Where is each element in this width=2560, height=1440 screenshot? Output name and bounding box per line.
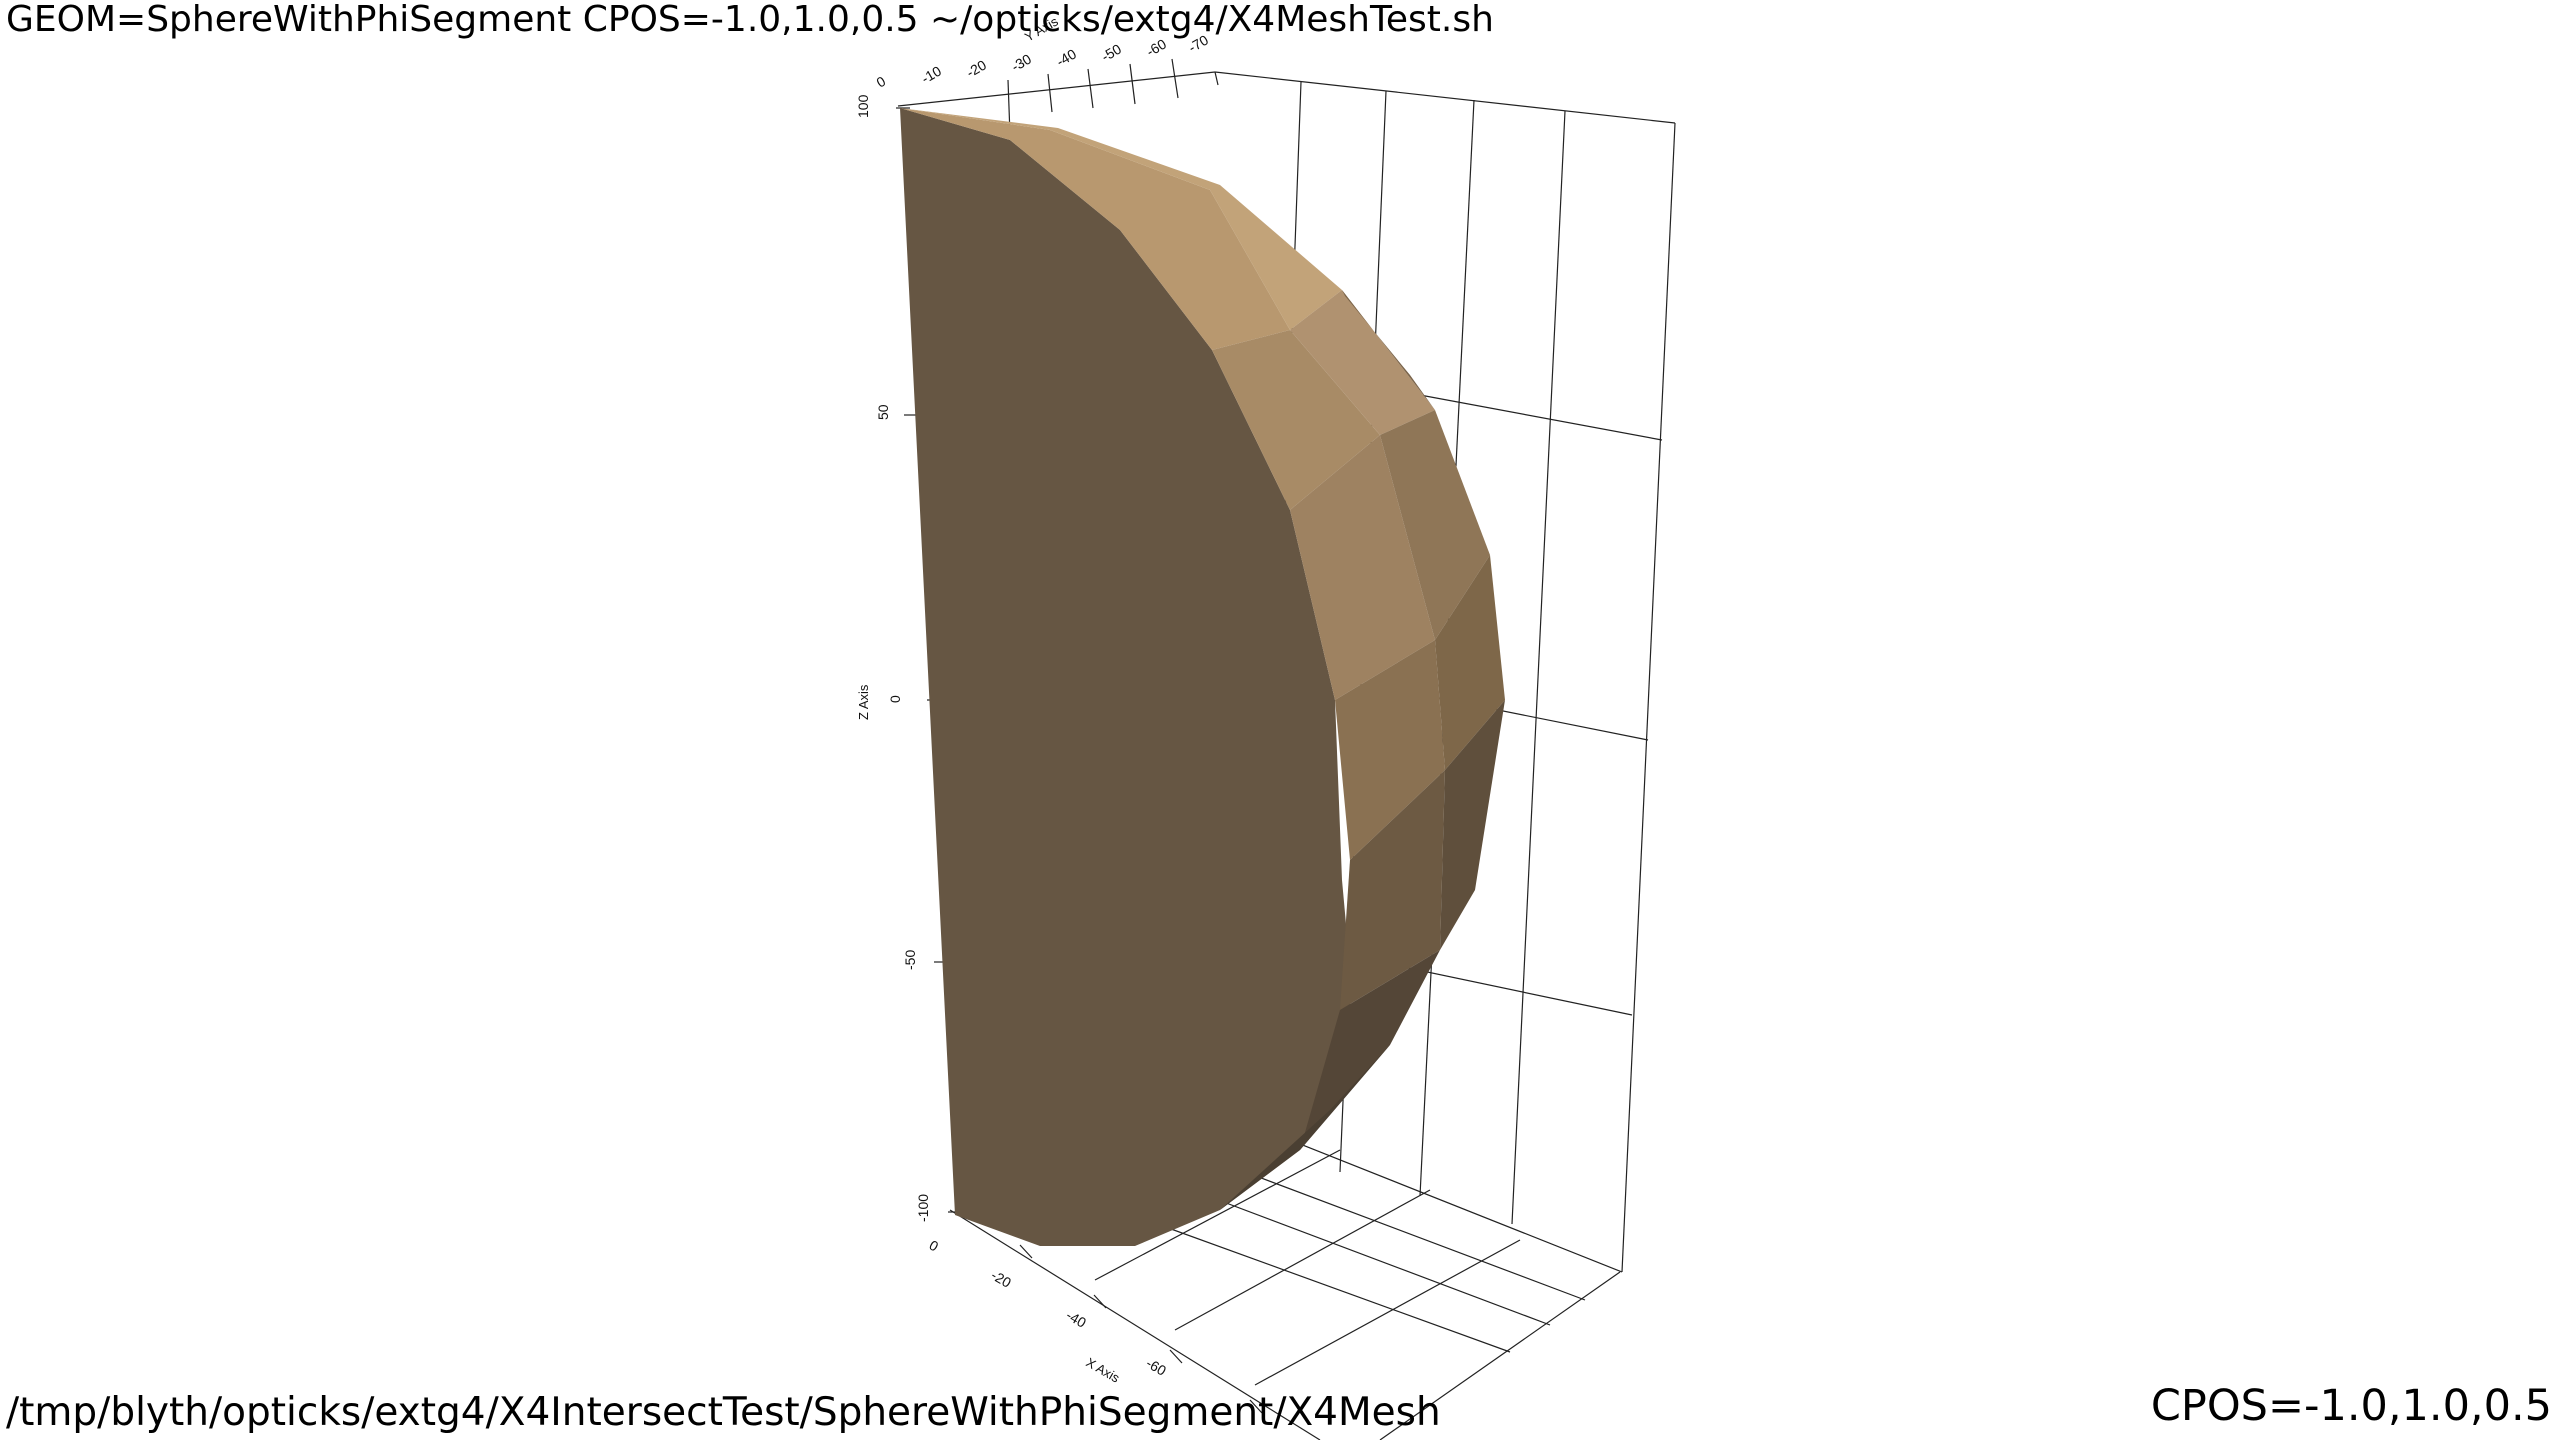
- z-tick-label: 0: [887, 695, 903, 703]
- z-tick-label: -100: [915, 1194, 931, 1222]
- mesh-panel: [1212, 330, 1380, 510]
- mesh-panel: [1440, 700, 1505, 950]
- mesh-panel: [900, 108, 1342, 330]
- x-tick-label: 0: [927, 1237, 942, 1255]
- x-axis-labels: 0 -20 -40 -60 X Axis: [927, 1237, 1170, 1386]
- z-tick-label: 100: [855, 94, 871, 118]
- mesh-panel: [1290, 435, 1435, 700]
- y-tick-label: -40: [1054, 46, 1080, 70]
- mesh-panel: [900, 108, 1290, 350]
- mesh-panel: [1380, 410, 1490, 640]
- x-tick-label: -20: [989, 1267, 1015, 1291]
- mesh-panel: [1435, 555, 1505, 770]
- x-tick-label: -60: [1144, 1355, 1170, 1379]
- y-tick-label: 0: [874, 73, 889, 91]
- mesh-cut-face: [900, 108, 1352, 1246]
- sphere-phi-segment-mesh: [900, 108, 1505, 1246]
- y-tick-label: -50: [1099, 41, 1125, 65]
- z-tick-label: 50: [875, 404, 891, 420]
- mesh-path-caption: /tmp/blyth/opticks/extg4/X4IntersectTest…: [6, 1390, 1441, 1435]
- camera-position-caption: CPOS=-1.0,1.0,0.5: [2150, 1381, 2552, 1431]
- z-axis-labels: 100 50 0 -50 -100 Z Axis: [855, 94, 931, 1222]
- mesh-panel: [1300, 950, 1440, 1150]
- x-axis-title: X Axis: [1084, 1355, 1123, 1386]
- y-tick-label: -30: [1009, 51, 1035, 75]
- z-axis-title: Z Axis: [856, 684, 871, 720]
- mesh-panel: [1335, 640, 1445, 860]
- z-tick-label: -50: [902, 950, 918, 970]
- geometry-command-caption: GEOM=SphereWithPhiSegment CPOS=-1.0,1.0,…: [6, 0, 1494, 40]
- y-tick-label: -20: [964, 57, 990, 81]
- mesh-panel: [1340, 770, 1445, 1010]
- x-tick-label: -40: [1064, 1307, 1090, 1331]
- mesh-panel: [1290, 290, 1435, 435]
- y-tick-label: -10: [919, 63, 945, 87]
- mesh-panel: [1342, 290, 1435, 410]
